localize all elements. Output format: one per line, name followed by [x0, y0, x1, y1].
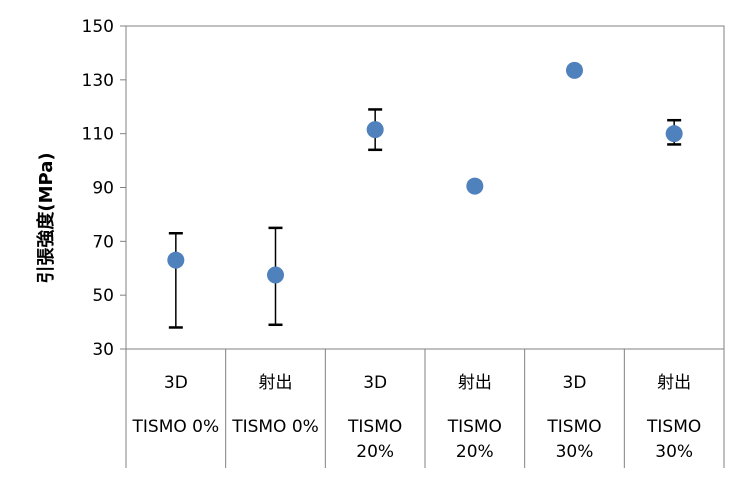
- y-tick-label: 50: [92, 286, 114, 306]
- y-tick-label: 70: [92, 232, 114, 252]
- category-method-label: 射出: [458, 373, 492, 393]
- error-bars: [168, 65, 682, 329]
- category-method-label: 3D: [563, 373, 587, 393]
- data-point: [366, 121, 384, 139]
- data-point: [566, 61, 583, 79]
- category-material-label: TISMO: [347, 417, 402, 437]
- category-method-label: 3D: [164, 373, 188, 393]
- category-table: 3D TISMO 0% 射出 TISMO 0% 3D TISMO 20% 射出 TISMO 20%…: [125, 349, 725, 468]
- data-point: [466, 177, 484, 195]
- category-material-label: TISMO: [546, 417, 601, 437]
- y-tick-label: 30: [92, 340, 114, 360]
- category-material-label: 30%: [655, 442, 693, 462]
- category-method-label: 射出: [657, 373, 691, 393]
- data-points: [167, 61, 683, 284]
- data-point: [167, 251, 185, 269]
- category-material-label: 30%: [556, 442, 594, 462]
- y-tick-label: 90: [92, 179, 114, 199]
- category-material-label: TISMO 0%: [132, 417, 220, 437]
- category-material-label: 20%: [356, 442, 394, 462]
- data-point: [665, 125, 683, 143]
- y-axis: 30 50 70 90 110 130 150: [82, 17, 725, 360]
- y-axis-label: 引張強度(MPa): [35, 152, 57, 283]
- category-material-label: TISMO 0%: [231, 417, 319, 437]
- y-tick-label: 150: [82, 17, 114, 37]
- category-material-label: TISMO: [447, 417, 502, 437]
- category-method-label: 3D: [363, 373, 387, 393]
- plot-frame: [125, 25, 725, 350]
- category-material-label: TISMO: [646, 417, 701, 437]
- y-tick-label: 130: [82, 71, 114, 91]
- category-method-label: 射出: [259, 373, 293, 393]
- data-point: [267, 266, 284, 284]
- y-tick-label: 110: [82, 125, 114, 145]
- category-material-label: 20%: [456, 442, 494, 462]
